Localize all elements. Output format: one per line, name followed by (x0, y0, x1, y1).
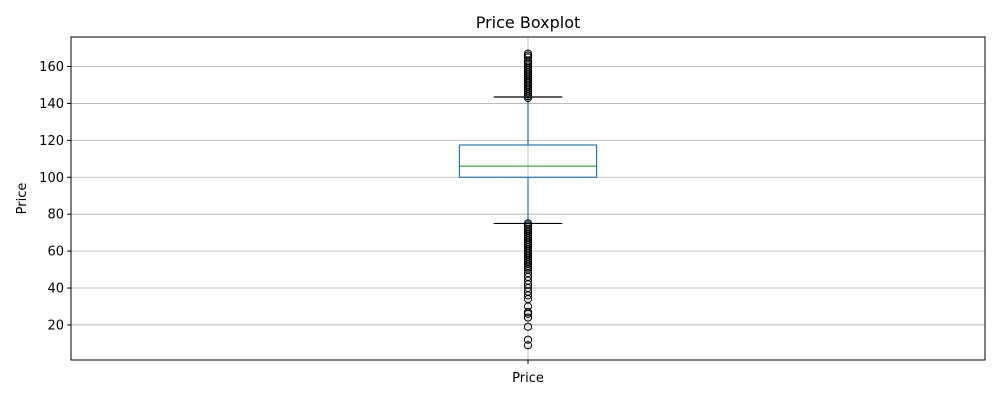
y-tick-label: 100 (39, 171, 64, 186)
chart-title: Price Boxplot (476, 13, 581, 32)
outlier-point (523, 313, 533, 322)
y-tick-label: 80 (47, 208, 64, 223)
y-axis-label: Price (15, 183, 30, 215)
y-tick-label: 120 (39, 134, 64, 149)
outlier-point (523, 322, 533, 331)
outlier-group (523, 49, 533, 350)
x-axis-ticks: Price (512, 360, 544, 386)
outlier-point (523, 291, 533, 300)
x-tick-label: Price (512, 371, 544, 386)
outlier-point (523, 49, 533, 58)
y-tick-label: 160 (39, 60, 64, 75)
iqr-box (458, 144, 598, 178)
outlier-point (523, 309, 533, 318)
y-tick-label: 60 (47, 245, 64, 260)
y-axis-ticks: 20 40 60 80 100 120 140 160 (39, 60, 71, 333)
outlier-point (523, 341, 533, 350)
y-tick-label: 140 (39, 97, 64, 112)
y-tick-label: 20 (47, 318, 64, 333)
outlier-point (523, 335, 533, 344)
y-tick-label: 40 (47, 282, 64, 297)
